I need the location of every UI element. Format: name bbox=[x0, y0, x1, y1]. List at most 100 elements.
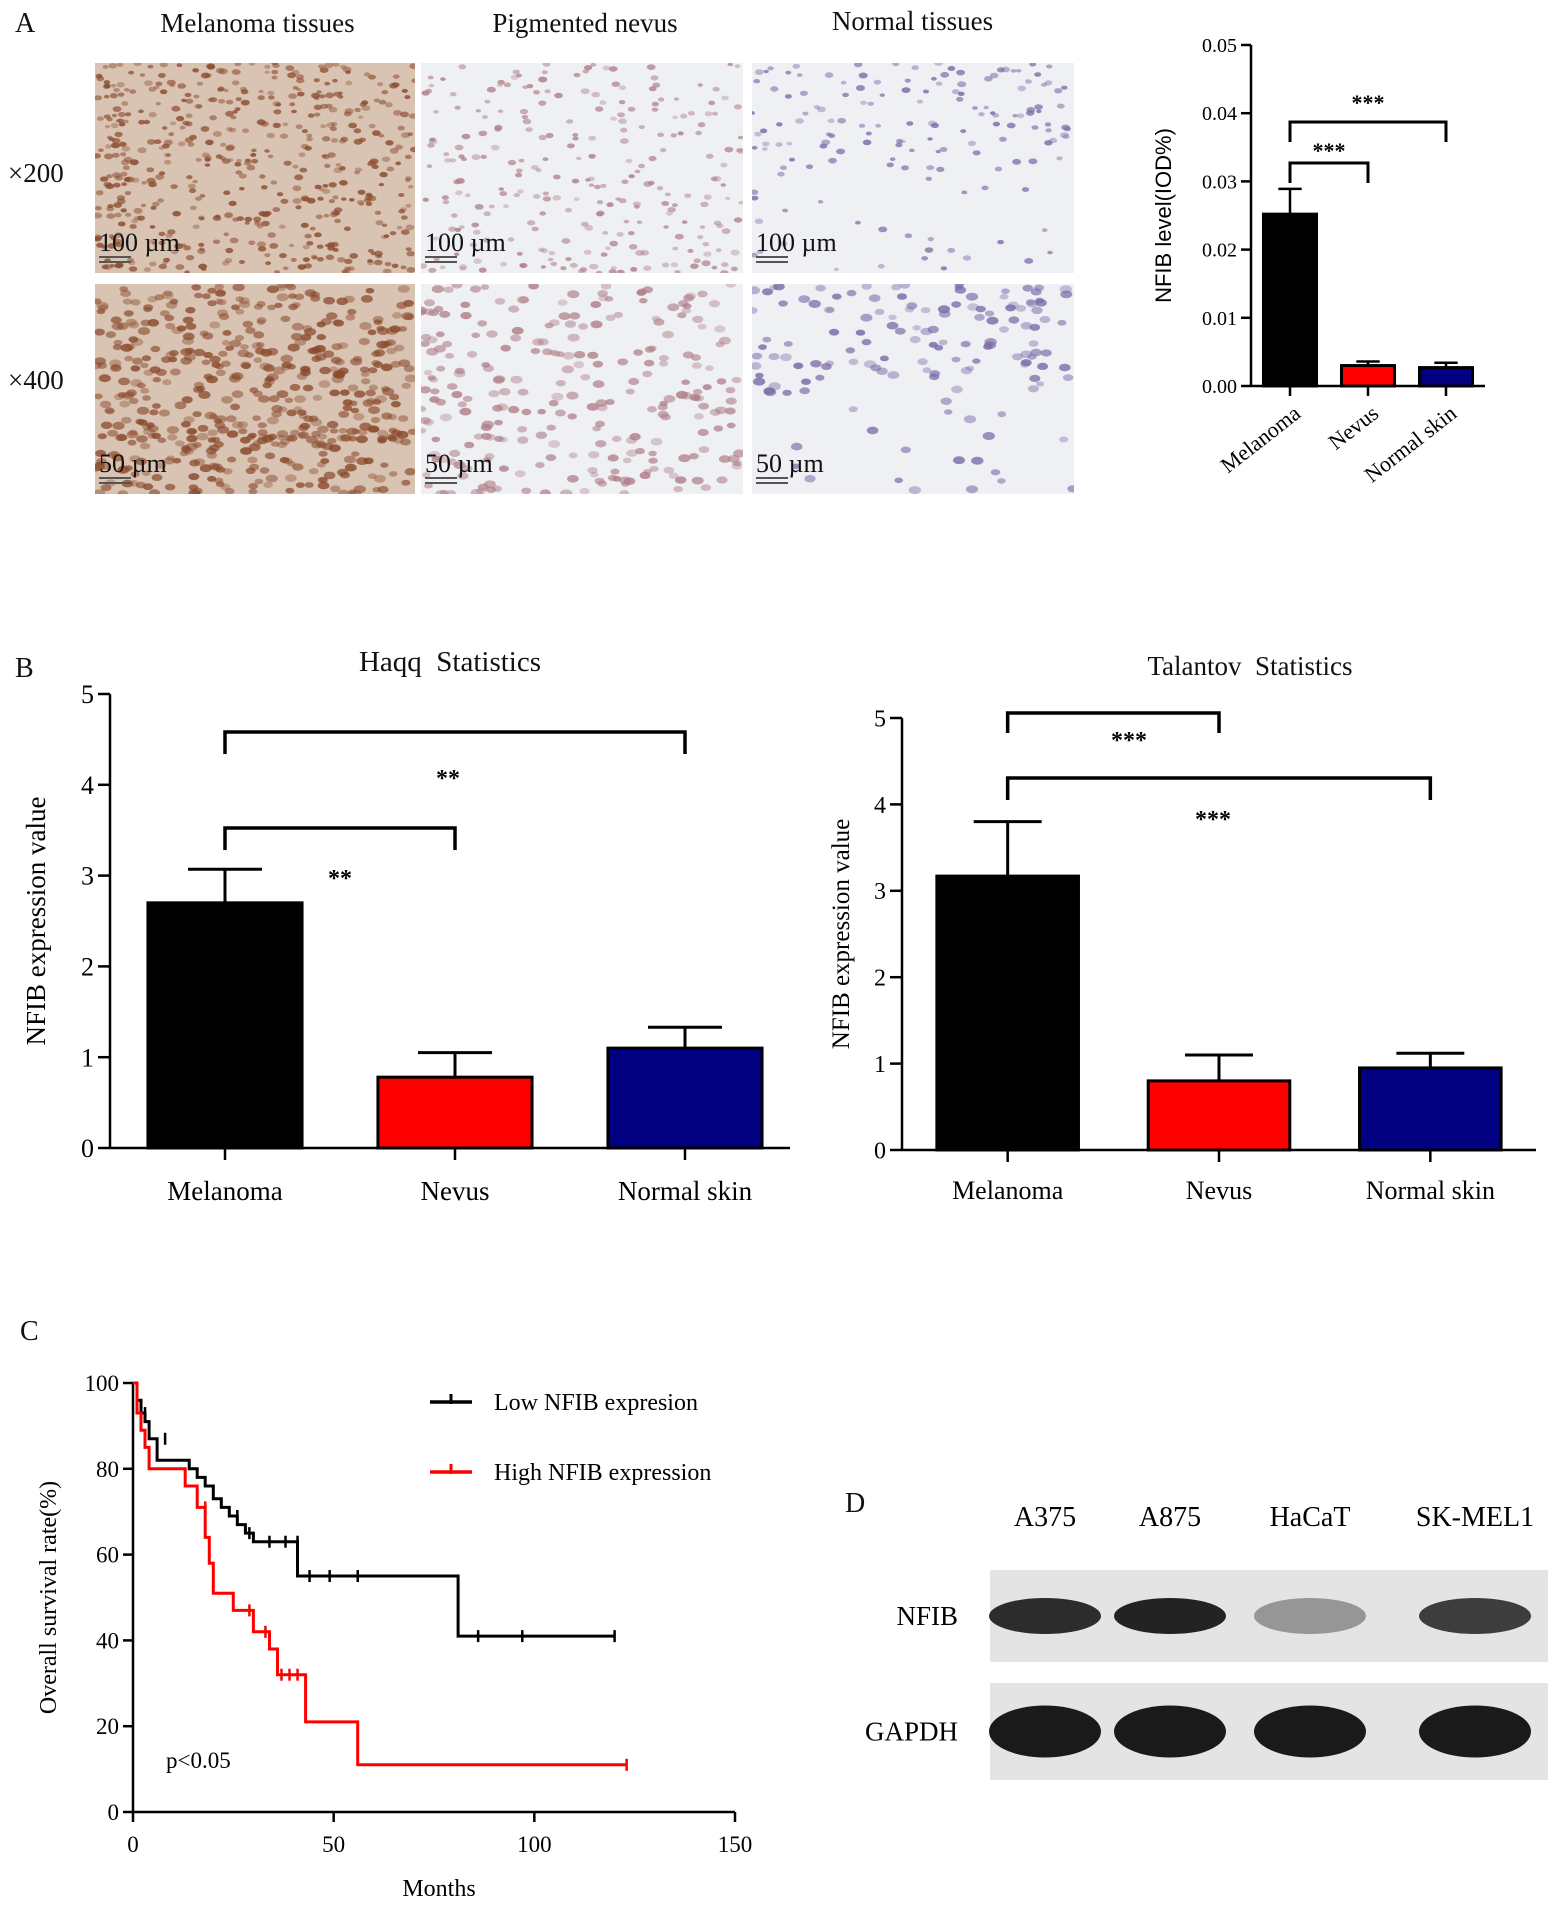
bracket-line bbox=[1288, 120, 1448, 142]
stained-nucleus bbox=[960, 366, 973, 375]
stained-nucleus bbox=[389, 393, 400, 401]
stained-nucleus bbox=[404, 154, 412, 160]
stained-nucleus bbox=[972, 358, 981, 364]
stained-nucleus bbox=[521, 487, 532, 494]
stained-nucleus bbox=[672, 246, 679, 251]
stained-nucleus bbox=[647, 345, 657, 352]
stained-nucleus bbox=[984, 310, 995, 317]
stained-nucleus bbox=[697, 83, 703, 87]
stained-nucleus bbox=[214, 284, 225, 291]
x-tick-label: Normal skin bbox=[618, 1176, 753, 1206]
stained-nucleus bbox=[462, 395, 473, 402]
stained-nucleus bbox=[703, 251, 712, 257]
stained-nucleus bbox=[848, 358, 859, 365]
stained-nucleus bbox=[192, 411, 202, 418]
p-value-annotation: p<0.05 bbox=[166, 1748, 231, 1773]
stained-nucleus bbox=[454, 227, 462, 232]
stained-nucleus bbox=[113, 182, 121, 188]
stained-nucleus bbox=[1035, 381, 1045, 387]
stained-nucleus bbox=[155, 102, 161, 106]
stained-nucleus bbox=[584, 65, 593, 71]
stained-nucleus bbox=[277, 434, 286, 441]
stained-nucleus bbox=[393, 109, 402, 116]
stained-nucleus bbox=[1062, 134, 1070, 139]
stained-nucleus bbox=[163, 139, 173, 146]
stained-nucleus bbox=[369, 425, 380, 433]
stained-nucleus bbox=[195, 196, 202, 201]
stained-nucleus bbox=[828, 133, 836, 138]
stained-nucleus bbox=[189, 134, 197, 140]
stained-nucleus bbox=[306, 133, 313, 138]
stained-nucleus bbox=[827, 118, 835, 124]
stained-nucleus bbox=[508, 305, 520, 313]
stained-nucleus bbox=[657, 97, 665, 102]
stained-nucleus bbox=[244, 352, 254, 358]
stained-nucleus bbox=[708, 300, 720, 308]
stained-nucleus bbox=[250, 152, 257, 157]
stained-nucleus bbox=[471, 332, 481, 339]
stained-nucleus bbox=[207, 437, 217, 443]
stained-nucleus bbox=[446, 458, 457, 465]
stained-nucleus bbox=[253, 303, 263, 310]
stained-nucleus bbox=[140, 203, 147, 208]
y-tick-label: 20 bbox=[96, 1714, 119, 1739]
stained-nucleus bbox=[510, 74, 519, 80]
stained-nucleus bbox=[230, 403, 241, 411]
stained-nucleus bbox=[211, 361, 221, 368]
stained-nucleus bbox=[164, 159, 172, 165]
stained-nucleus bbox=[302, 325, 313, 332]
scale-bar-label: 50 µm bbox=[425, 449, 493, 478]
stained-nucleus bbox=[510, 334, 522, 342]
blot-band bbox=[1419, 1598, 1531, 1634]
stained-nucleus bbox=[628, 377, 640, 386]
stained-nucleus bbox=[421, 406, 427, 412]
stained-nucleus bbox=[566, 119, 574, 124]
stained-nucleus bbox=[448, 226, 457, 232]
stained-nucleus bbox=[267, 304, 276, 311]
stained-nucleus bbox=[737, 135, 743, 140]
stained-nucleus bbox=[451, 391, 463, 399]
stained-nucleus bbox=[207, 300, 217, 307]
stained-nucleus bbox=[161, 291, 174, 300]
stained-nucleus bbox=[279, 133, 288, 139]
stained-nucleus bbox=[545, 132, 554, 139]
stained-nucleus bbox=[920, 307, 931, 314]
stained-nucleus bbox=[937, 305, 951, 314]
stained-nucleus bbox=[537, 338, 549, 346]
stained-nucleus bbox=[223, 190, 231, 195]
stained-nucleus bbox=[439, 310, 451, 318]
stained-nucleus bbox=[689, 453, 699, 460]
legend-label: High NFIB expression bbox=[494, 1460, 711, 1486]
stained-nucleus bbox=[148, 112, 157, 118]
stained-nucleus bbox=[274, 302, 283, 309]
stained-nucleus bbox=[680, 113, 688, 119]
stained-nucleus bbox=[517, 436, 529, 444]
stained-nucleus bbox=[808, 299, 821, 308]
stained-nucleus bbox=[580, 88, 590, 95]
stained-nucleus bbox=[128, 70, 134, 75]
stained-nucleus bbox=[271, 63, 279, 66]
stained-nucleus bbox=[960, 129, 967, 134]
stained-nucleus bbox=[1060, 290, 1073, 299]
stained-nucleus bbox=[796, 73, 803, 77]
legend-label: Low NFIB expresion bbox=[494, 1390, 698, 1416]
stained-nucleus bbox=[365, 287, 375, 294]
stained-nucleus bbox=[392, 74, 400, 79]
stained-nucleus bbox=[691, 362, 702, 369]
stained-nucleus bbox=[286, 434, 298, 442]
stained-nucleus bbox=[608, 269, 617, 273]
stained-nucleus bbox=[260, 185, 268, 190]
stained-nucleus bbox=[730, 266, 738, 272]
stained-nucleus bbox=[401, 132, 410, 139]
stained-nucleus bbox=[116, 63, 124, 67]
stained-nucleus bbox=[114, 175, 124, 181]
stained-nucleus bbox=[900, 139, 906, 144]
stained-nucleus bbox=[567, 475, 579, 483]
stained-nucleus bbox=[311, 92, 321, 99]
stained-nucleus bbox=[401, 215, 408, 220]
stained-nucleus bbox=[141, 181, 147, 185]
stained-nucleus bbox=[380, 363, 393, 372]
stained-nucleus bbox=[610, 116, 618, 121]
stained-nucleus bbox=[167, 434, 178, 441]
stained-nucleus bbox=[692, 315, 704, 324]
